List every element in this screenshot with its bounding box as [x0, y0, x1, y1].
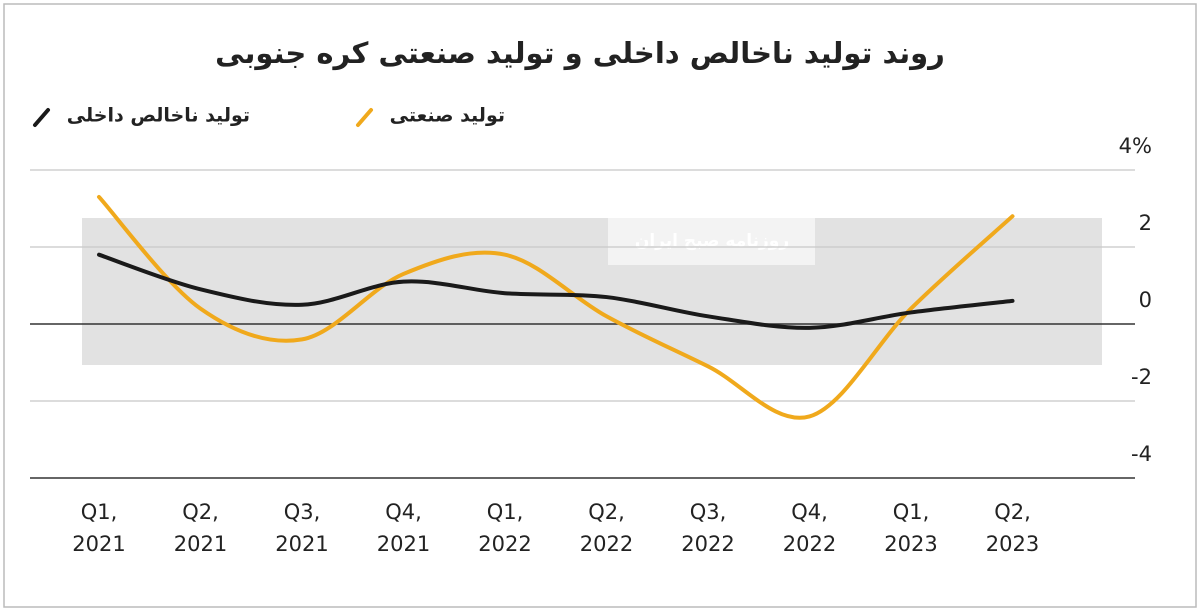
x-tick-label: Q4, 2022 — [782, 500, 837, 556]
watermark-band — [82, 218, 1102, 365]
watermark-box — [608, 218, 815, 265]
legend-swatch — [33, 108, 50, 127]
lines — [97, 194, 1015, 420]
legend-label: تولید ناخالص داخلی — [67, 105, 250, 127]
x-tick-label: Q3, 2022 — [681, 500, 735, 556]
x-tick-label: Q4, 2021 — [376, 500, 431, 556]
x-tick-label: Q2, 2022 — [579, 500, 634, 556]
y-tick-label: 4% — [1119, 134, 1152, 158]
legend-label: تولید صنعتی — [390, 105, 505, 127]
frame — [3, 3, 1197, 608]
legend-swatch — [356, 108, 373, 127]
grid: 4% 2 0 -2 -4 — [30, 134, 1152, 479]
y-tick-label: 2 — [1139, 211, 1152, 235]
y-tick-label: -4 — [1131, 442, 1152, 466]
y-tick-label: -2 — [1131, 365, 1152, 389]
y-tick-label: 0 — [1139, 288, 1152, 312]
x-tick-label: Q1, 2022 — [478, 500, 532, 556]
chart-title: روند تولید ناخالص داخلی و تولید صنعتی کر… — [215, 36, 945, 70]
legend: تولید ناخالص داخلی تولید صنعتی — [33, 105, 505, 127]
x-tick-label: Q3, 2021 — [275, 500, 329, 556]
x-tick-label: Q2, 2023 — [985, 500, 1040, 556]
x-tick-label: Q1, 2023 — [884, 500, 938, 556]
watermark-text: روزنامه صبح ایران — [635, 231, 789, 251]
series-line — [97, 194, 1015, 420]
x-tick-label: Q2, 2021 — [173, 500, 228, 556]
series-line — [97, 252, 1015, 330]
x-tick-label: Q1, 2021 — [72, 500, 126, 556]
